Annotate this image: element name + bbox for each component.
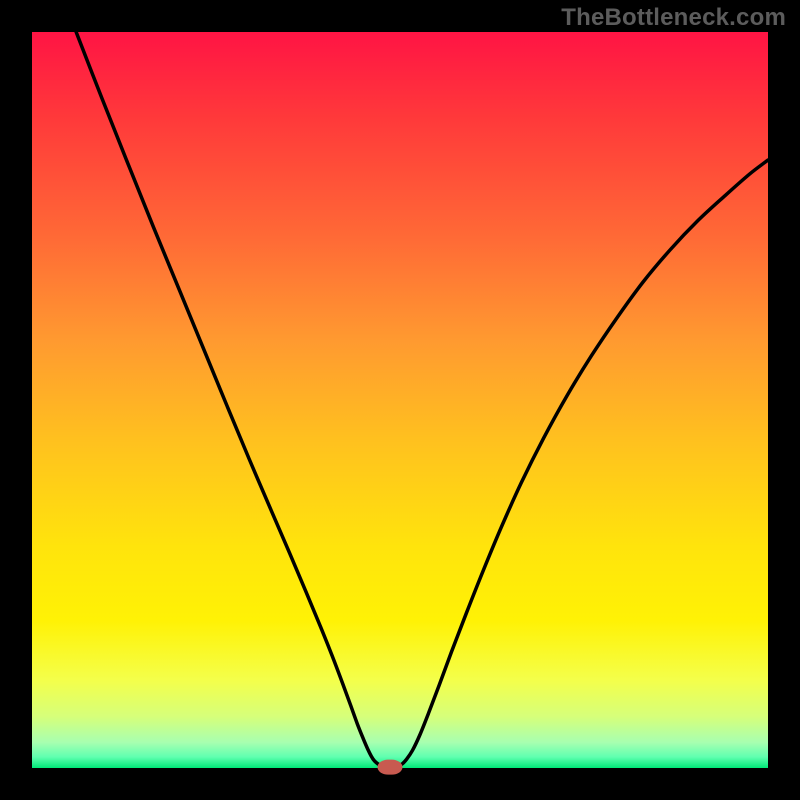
- watermark-text: TheBottleneck.com: [561, 4, 786, 32]
- chart-frame: TheBottleneck.com: [0, 0, 800, 800]
- plot-area: [32, 32, 768, 768]
- bottleneck-marker: [377, 760, 402, 775]
- bottleneck-curve: [32, 32, 768, 768]
